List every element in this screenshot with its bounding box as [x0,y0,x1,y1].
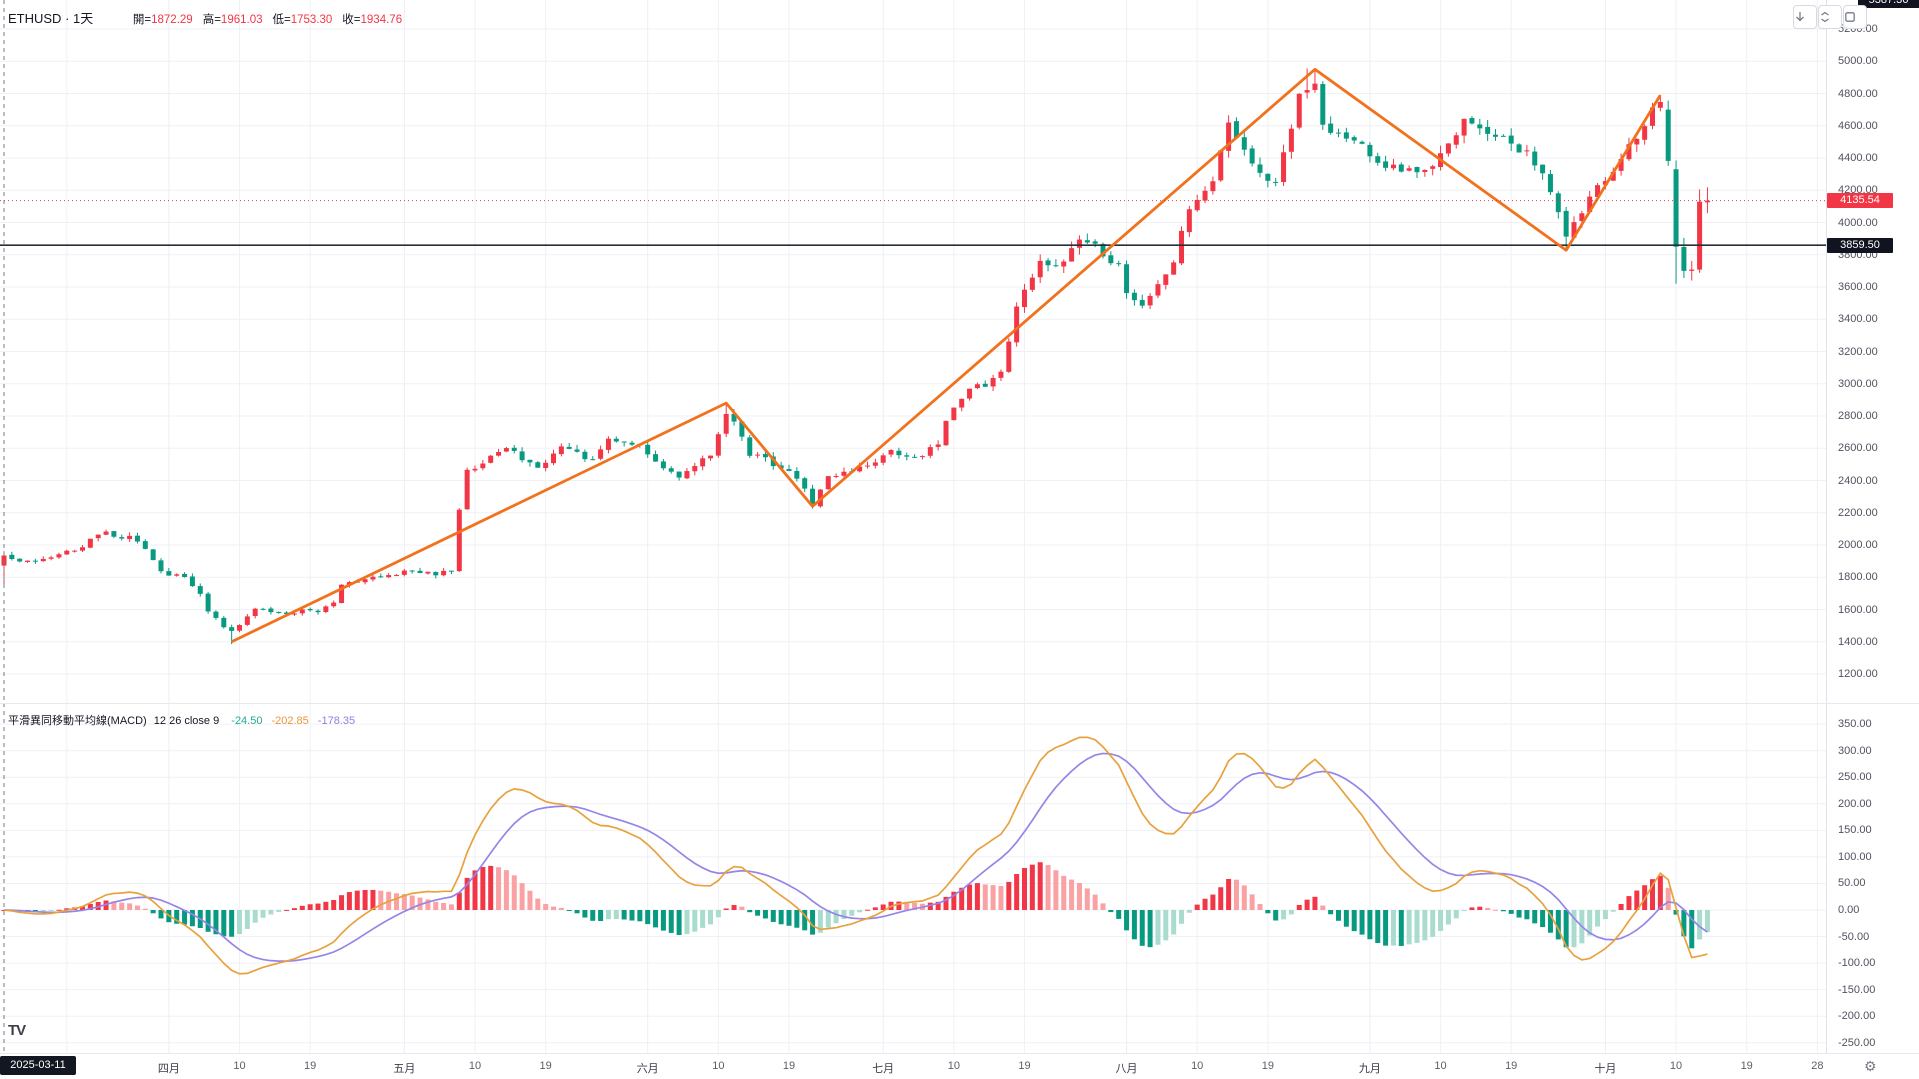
macd-params: 12 26 close 9 [153,715,220,727]
macd-axis-label: 250.00 [1838,771,1872,784]
macd-axis-label: -250.00 [1838,1036,1876,1049]
macd-grid [0,703,1826,1053]
price-axis-label: 4400.00 [1838,152,1878,164]
maximize-icon [1845,12,1855,22]
price-axis-label: 1200.00 [1838,668,1878,680]
price-axis-label: 2800.00 [1838,410,1878,422]
macd-legend[interactable]: 平滑異同移動平均線(MACD) 12 26 close 9 -24.50 -202… [8,712,355,728]
macd-axis-label: 100.00 [1838,850,1872,863]
time-axis-day-tick: 19 [304,1060,317,1072]
price-grid [0,0,1826,703]
macd-axis-label: -150.00 [1838,983,1876,996]
arrow-down-icon [1796,12,1804,22]
macd-title: 平滑異同移動平均線(MACD) [8,715,147,727]
time-axis-month-tick: 十月 [1594,1063,1617,1075]
macd-histogram [1,862,1710,949]
price-axis-label: 2000.00 [1838,539,1878,551]
time-axis-day-tick: 10 [712,1060,725,1072]
price-axis-label: 1600.00 [1838,603,1878,616]
macd-axis-label: -50.00 [1838,930,1870,943]
time-axis-month-tick: 七月 [872,1063,895,1075]
time-axis-day-tick: 10 [947,1060,960,1072]
scroll-to-recent-button[interactable] [1793,5,1817,29]
macd-value: -178.35 [317,715,356,727]
price-axis-label: 3600.00 [1838,281,1878,293]
ohlc-label: 高= [202,14,221,26]
time-axis-month-tick: 六月 [636,1063,659,1075]
price-axis-label: 1400.00 [1838,635,1878,648]
price-axis-label: 4000.00 [1838,216,1878,229]
macd-axis-label: 300.00 [1838,744,1872,757]
macd-line [3,736,1708,975]
ohlc-label: 開= [132,14,152,26]
macd-value: -24.50 [231,715,263,727]
time-axis-day-tick: 10 [1669,1060,1683,1072]
tradingview-watermark: TV [8,1022,26,1039]
time-axis-separator [0,1053,1919,1054]
ohlc-label: 收= [342,14,361,26]
symbol-name[interactable]: ETHUSD [8,11,62,26]
time-axis-month-tick: 四月 [157,1063,180,1075]
ohlc-readout: 開=1872.29 高=1961.03 低=1753.30 收=1934.76 [123,14,402,26]
time-axis-day-tick: 19 [1740,1060,1753,1072]
hline-price-tag: 3859.50 [1827,237,1893,253]
axis-settings-gear-icon[interactable]: ⚙ [1864,1058,1877,1074]
time-axis-day-tick: 10 [233,1060,246,1072]
candles-layer[interactable] [1,68,1710,645]
price-axis-separator [1826,0,1827,1053]
macd-axis-label: 0.00 [1838,904,1860,916]
ohlc-value: 1961.03 [220,14,263,26]
top-cut-price-tag: 5387.36 [1858,0,1919,8]
symbol-legend[interactable]: ETHUSD · 1天 開=1872.29 高=1961.03 低=1753.30 收… [8,8,402,27]
macd-axis-label: 50.00 [1838,877,1866,890]
reset-scale-button[interactable] [1818,5,1842,29]
panel-separator [0,703,1919,704]
ohlc-value: 1872.29 [151,14,193,26]
time-axis-day-tick: 19 [1018,1060,1031,1072]
price-axis-label: 3200.00 [1838,345,1878,358]
macd-axis-label: 150.00 [1838,824,1872,837]
price-axis-label: 3400.00 [1838,313,1878,326]
price-axis-label: 2400.00 [1838,474,1878,487]
price-axis-label: 2600.00 [1838,442,1878,455]
maximize-button[interactable] [1843,5,1867,29]
collapse-scale-icon [1821,11,1829,23]
macd-axis-label: 350.00 [1838,718,1872,731]
time-axis-day-tick: 19 [539,1060,552,1072]
ohlc-value: 1753.30 [290,14,333,26]
price-axis-label: 3000.00 [1838,377,1878,390]
price-axis-label: 4800.00 [1838,87,1878,100]
time-axis-day-tick: 19 [782,1060,796,1072]
price-axis-label: 2200.00 [1838,506,1878,519]
macd-values: -24.50 -202.85 -178.35 [222,715,355,727]
time-axis-month-tick: 五月 [393,1063,416,1075]
trendline-drawing[interactable] [231,67,1662,644]
time-axis-day-tick: 19 [1505,1060,1518,1072]
symbol-separator: · [65,11,70,26]
macd-axis-label: -200.00 [1838,1010,1876,1023]
macd-chart-canvas[interactable] [0,703,1826,1053]
macd-value: -202.85 [271,715,309,727]
time-axis-month-tick: 九月 [1358,1063,1381,1075]
time-axis-day-tick: 28 [1811,1060,1824,1072]
macd-axis-label: -100.00 [1838,957,1876,970]
crosshair-date-tooltip: 2025-03-11 [0,1056,76,1075]
macd-axis-label: 200.00 [1838,797,1872,810]
price-axis-label: 5000.00 [1838,55,1878,68]
time-axis-day-tick: 19 [1261,1060,1274,1072]
price-axis-label: 4600.00 [1838,119,1878,132]
last-price-tag: 4135.54 [1827,193,1893,209]
time-axis-day-tick: 10 [1191,1060,1204,1072]
ohlc-value: 1934.76 [360,14,403,26]
price-chart-canvas[interactable] [0,0,1826,703]
time-axis-month-tick: 八月 [1115,1063,1138,1075]
ohlc-label: 低= [272,14,291,26]
price-axis-label: 1800.00 [1838,571,1878,584]
time-axis-day-tick: 10 [1434,1060,1447,1072]
interval-label[interactable]: 1天 [73,11,94,26]
time-axis-day-tick: 10 [468,1060,482,1072]
